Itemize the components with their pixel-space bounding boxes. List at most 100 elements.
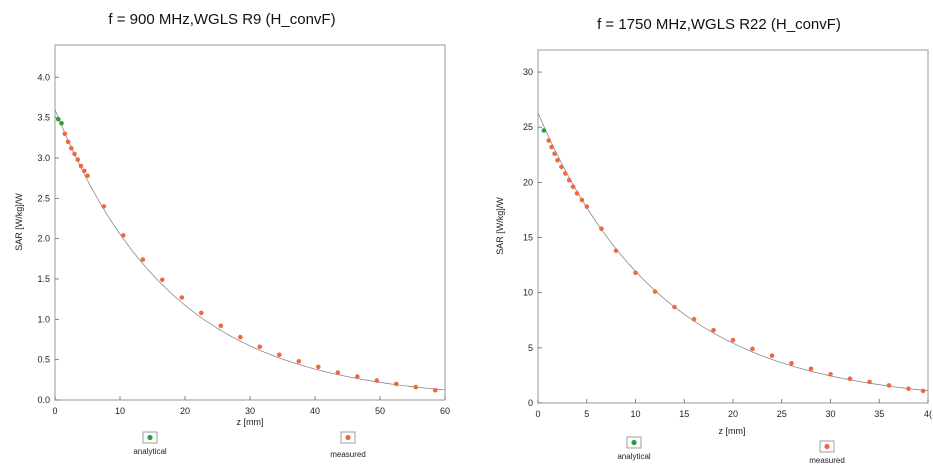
data-point-measured	[140, 257, 146, 262]
x-axis: 0 10 20 30 40 50 60	[52, 396, 450, 416]
x-tick-label: 40	[310, 406, 320, 416]
x-tick-label: 10	[630, 409, 640, 419]
data-point-measured	[179, 295, 185, 300]
y-axis: 0.0 0.5 1.0 1.5 2.0 2.5 3.0 3.5 4.0	[37, 72, 59, 405]
plot-area	[537, 49, 929, 404]
x-tick-label: 20	[180, 406, 190, 416]
data-point-measured	[847, 376, 853, 382]
data-point-measured	[691, 316, 697, 322]
data-point-measured	[85, 173, 90, 178]
y-tick-label: 30	[523, 67, 533, 77]
y-tick-label: 20	[523, 177, 533, 187]
legend-marker-analytical	[631, 439, 637, 446]
x-tick-label: 25	[777, 409, 787, 419]
data-point-measured	[257, 344, 263, 350]
data-point-measured	[160, 277, 165, 283]
data-point-measured	[374, 378, 380, 383]
data-point-measured	[906, 386, 911, 392]
data-point-measured	[579, 197, 585, 203]
x-tick-label: 30	[245, 406, 255, 416]
y-tick-label: 2.5	[37, 193, 50, 203]
data-point-measured	[121, 233, 126, 238]
fit-curve	[537, 112, 929, 392]
data-point-measured	[920, 388, 926, 394]
x-axis-label: z [mm]	[719, 426, 746, 436]
legend-analytical: analytical	[617, 436, 651, 461]
fit-curve	[54, 109, 446, 391]
data-point-measured	[672, 304, 677, 310]
x-tick-label: 0	[52, 406, 57, 416]
data-point-measured	[867, 379, 872, 385]
x-tick-label: 0	[535, 409, 540, 419]
data-point-measured	[570, 184, 576, 190]
data-point-measured	[316, 364, 321, 370]
data-point-measured	[886, 383, 892, 388]
y-axis: 0 5 10 15 20 25 30	[523, 67, 542, 408]
data-point-measured	[62, 131, 68, 137]
x-tick-label: 30	[825, 409, 835, 419]
data-point-measured	[75, 157, 81, 162]
data-point-measured	[808, 366, 814, 372]
chart-title: f = 900 MHz,WGLS R9 (H_convF)	[108, 11, 335, 28]
y-tick-label: 0.0	[37, 395, 50, 405]
x-axis-label: z [mm]	[237, 417, 264, 427]
data-point-measured	[296, 359, 302, 364]
data-point-measured	[828, 372, 833, 377]
plot-area	[54, 44, 446, 401]
x-tick-label: 60	[440, 406, 450, 416]
data-point-measured	[433, 388, 438, 393]
data-point-measured	[750, 346, 755, 352]
x-tick-label: 4(	[924, 409, 932, 419]
chart-900mhz: f = 900 MHz,WGLS R9 (H_convF) 0.0 0.5 1.0 1…	[14, 11, 450, 459]
data-point-measured	[65, 139, 71, 145]
x-tick-label: 10	[115, 406, 125, 416]
data-point-measured	[559, 164, 564, 170]
data-point-measured	[72, 151, 77, 157]
x-tick-label: 35	[874, 409, 884, 419]
data-points	[56, 116, 438, 393]
y-tick-label: 1.5	[37, 274, 50, 284]
data-point-measured	[238, 334, 243, 340]
chart-title: f = 1750 MHz,WGLS R22 (H_convF)	[597, 16, 841, 33]
y-tick-label: 10	[523, 288, 533, 298]
data-point-measured	[730, 337, 736, 343]
data-point-measured	[574, 191, 580, 196]
data-point-measured	[584, 204, 590, 209]
y-axis-label: SAR [W/kg]/W	[14, 193, 24, 251]
legend-marker-measured	[345, 434, 351, 441]
data-point-measured	[549, 144, 554, 150]
data-point-measured	[199, 310, 204, 316]
data-point-measured	[555, 158, 560, 163]
y-tick-label: 1.0	[37, 314, 50, 324]
x-tick-label: 15	[679, 409, 689, 419]
y-tick-label: 25	[523, 122, 533, 132]
data-point-measured	[566, 177, 572, 183]
data-point-measured	[563, 171, 568, 176]
x-tick-label: 50	[375, 406, 385, 416]
data-point-measured	[613, 248, 619, 254]
data-point-measured	[218, 323, 224, 329]
data-point-measured	[394, 381, 399, 387]
legend-analytical: analytical	[133, 431, 167, 456]
y-tick-label: 2.0	[37, 234, 50, 244]
legend-marker-analytical	[147, 434, 153, 441]
data-point-measured	[78, 163, 84, 169]
y-tick-label: 5	[528, 343, 533, 353]
legend-measured: measured	[330, 431, 366, 459]
x-tick-label: 5	[584, 409, 589, 419]
data-point-measured	[633, 270, 638, 276]
data-point-measured	[711, 327, 716, 333]
y-tick-label: 3.5	[37, 113, 50, 123]
data-point-measured	[552, 151, 557, 156]
data-point-measured	[769, 353, 775, 358]
data-points	[541, 128, 926, 394]
data-point-measured	[652, 289, 658, 294]
data-point-measured	[413, 384, 419, 390]
y-tick-label: 3.0	[37, 153, 50, 163]
y-axis-label: SAR [W/kg]/W	[495, 197, 505, 255]
legend-label-measured: measured	[809, 456, 845, 465]
x-axis: 0 5 10 15 20 25 30 35 4(	[535, 399, 932, 419]
data-point-measured	[546, 138, 551, 143]
y-tick-label: 4.0	[37, 72, 50, 82]
